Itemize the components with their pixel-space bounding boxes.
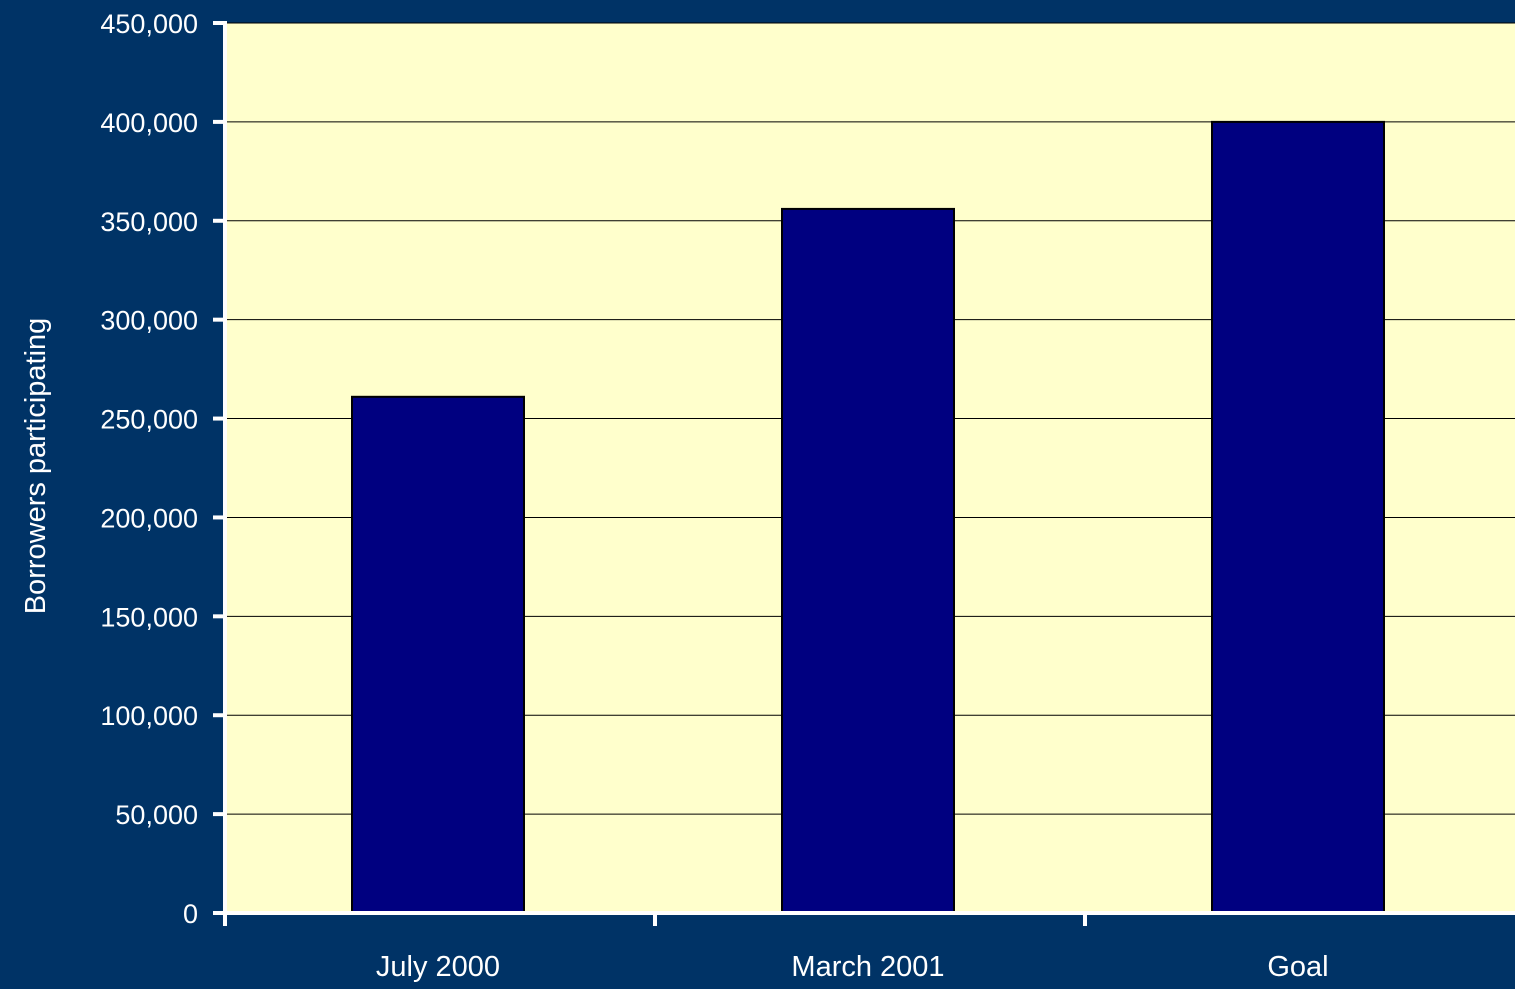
x-category-label: March 2001 <box>791 951 944 983</box>
y-axis-title: Borrowers participating <box>20 318 52 615</box>
y-tick-label: 50,000 <box>115 800 198 830</box>
y-tick-label: 0 <box>183 899 198 929</box>
y-tick-label: 350,000 <box>100 207 198 237</box>
bar <box>1211 120 1385 914</box>
y-tick-label: 400,000 <box>100 108 198 138</box>
bar <box>781 207 955 914</box>
y-tick-label: 300,000 <box>100 306 198 336</box>
x-category-label: July 2000 <box>376 951 500 983</box>
labels: 0 50,000 100,000 150,000 200,000 250,000 300,0… <box>100 9 1328 983</box>
y-tick-label: 450,000 <box>100 9 198 39</box>
x-category-label: Goal <box>1267 951 1328 983</box>
axes <box>213 21 1515 926</box>
y-tick-label: 150,000 <box>100 602 198 632</box>
bar <box>351 395 525 914</box>
bars <box>351 120 1385 914</box>
y-tick-label: 100,000 <box>100 701 198 731</box>
y-tick-label: 250,000 <box>100 405 198 435</box>
y-tick-label: 200,000 <box>100 503 198 533</box>
